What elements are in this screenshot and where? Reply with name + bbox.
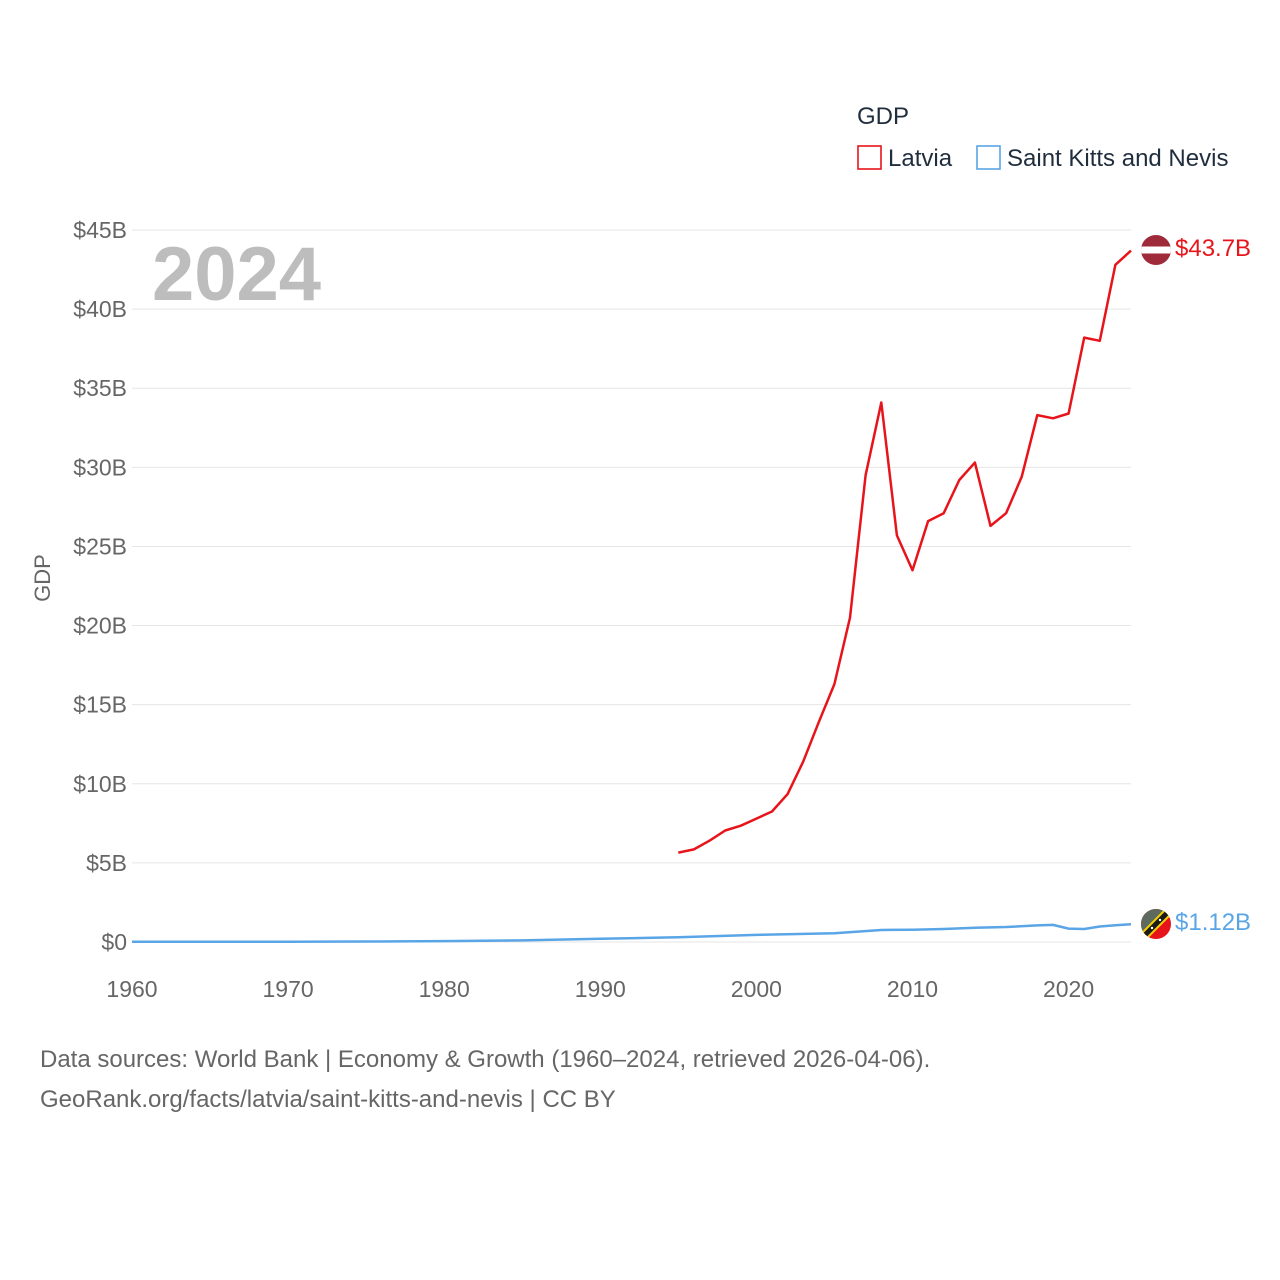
- y-tick-label: $45B: [73, 217, 127, 243]
- x-tick-label: 1990: [575, 976, 626, 1002]
- x-tick-label: 1980: [419, 976, 470, 1002]
- series-line-saint-kitts-and-nevis[interactable]: [132, 923, 1132, 944]
- y-axis-title: GDP: [30, 554, 55, 602]
- y-tick-label: $5B: [86, 850, 127, 876]
- y-tick-label: $30B: [73, 454, 127, 480]
- series-lines: [132, 249, 1132, 944]
- year-watermark: 2024: [152, 232, 321, 317]
- end-label-latvia: $43.7B: [1175, 235, 1251, 262]
- x-tick-label: 2020: [1043, 976, 1094, 1002]
- end-label-saint-kitts-and-nevis: $1.12B: [1175, 909, 1251, 936]
- x-tick-label: 1970: [263, 976, 314, 1002]
- series-line-latvia[interactable]: [678, 249, 1132, 854]
- footer-data-sources: Data sources: World Bank | Economy & Gro…: [40, 1046, 931, 1073]
- x-tick-label: 1960: [106, 976, 157, 1002]
- grid-lines: [132, 229, 1131, 943]
- y-tick-label: $0: [101, 929, 127, 955]
- y-tick-label: $25B: [73, 533, 127, 559]
- legend-label-saint-kitts-and-nevis[interactable]: Saint Kitts and Nevis: [1007, 145, 1228, 172]
- y-tick-label: $40B: [73, 296, 127, 322]
- y-tick-label: $35B: [73, 375, 127, 401]
- x-tick-label: 2000: [731, 976, 782, 1002]
- latvia-flag-icon: [1141, 235, 1171, 265]
- y-tick-label: $15B: [73, 692, 127, 718]
- x-tick-label: 2010: [887, 976, 938, 1002]
- legend-title: GDP: [857, 103, 909, 130]
- footer-attribution: GeoRank.org/facts/latvia/saint-kitts-and…: [40, 1086, 616, 1113]
- x-axis-ticks: 1960 1970 1980 1990 2000 2010 2020: [106, 976, 1094, 1002]
- legend-swatch-saint-kitts-and-nevis[interactable]: [976, 145, 1001, 170]
- legend-label-latvia[interactable]: Latvia: [888, 145, 953, 172]
- y-axis-ticks: $0 $5B $10B $15B $20B $25B $30B $35B $40B $45B: [73, 217, 127, 955]
- legend-swatch-latvia[interactable]: [857, 145, 882, 170]
- y-tick-label: $20B: [73, 613, 127, 639]
- y-tick-label: $10B: [73, 771, 127, 797]
- legend[interactable]: GDP Latvia Saint Kitts and Nevis: [857, 103, 1228, 172]
- saint-kitts-and-nevis-flag-icon: [1141, 909, 1171, 939]
